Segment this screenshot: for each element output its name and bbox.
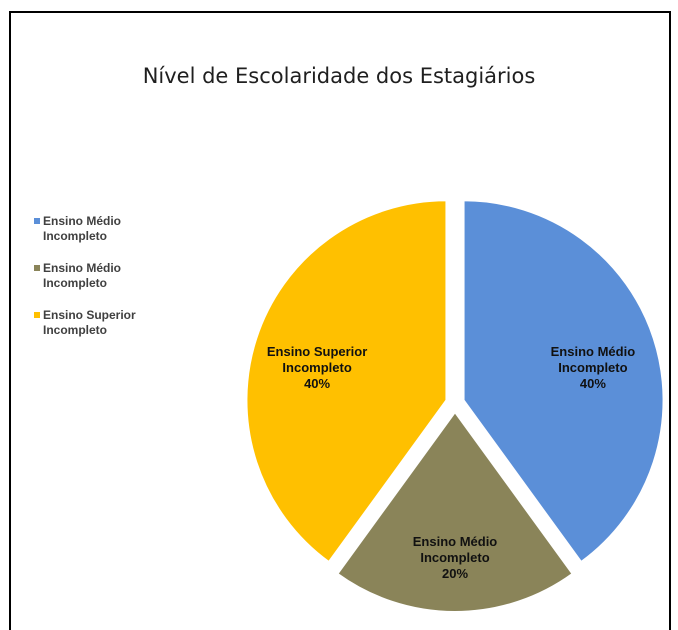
frame [9, 11, 671, 630]
data-label-category: Ensino Médio Incompleto [550, 344, 636, 376]
legend-label: Ensino Médio Incompleto [43, 214, 121, 243]
data-label-value: 40% [579, 376, 606, 392]
data-label-category: Ensino Médio Incompleto [412, 534, 498, 565]
data-label: Ensino Médio Incompleto 20% [395, 534, 515, 582]
chart-title: Nível de Escolaridade dos Estagiários [142, 64, 536, 88]
data-label-value: 20% [441, 566, 469, 581]
pie-slice [336, 410, 574, 613]
legend-swatch [34, 265, 40, 271]
pie-slice [462, 199, 665, 564]
legend-item: Ensino Médio Incompleto [34, 261, 184, 291]
legend-swatch [34, 312, 40, 318]
data-label-category: Ensino Superior Incompleto [266, 344, 368, 376]
legend-label: Ensino Superior Incompleto [43, 308, 136, 337]
data-label: Ensino Médio Incompleto 40% [533, 344, 653, 392]
data-label-value: 40% [304, 376, 331, 392]
legend-item: Ensino Superior Incompleto [34, 308, 184, 338]
legend-item: Ensino Médio Incompleto [34, 214, 184, 244]
legend-swatch [34, 218, 40, 224]
legend-label: Ensino Médio Incompleto [43, 261, 121, 290]
data-label: Ensino Superior Incompleto 40% [257, 344, 377, 392]
pie-slice [245, 199, 448, 564]
